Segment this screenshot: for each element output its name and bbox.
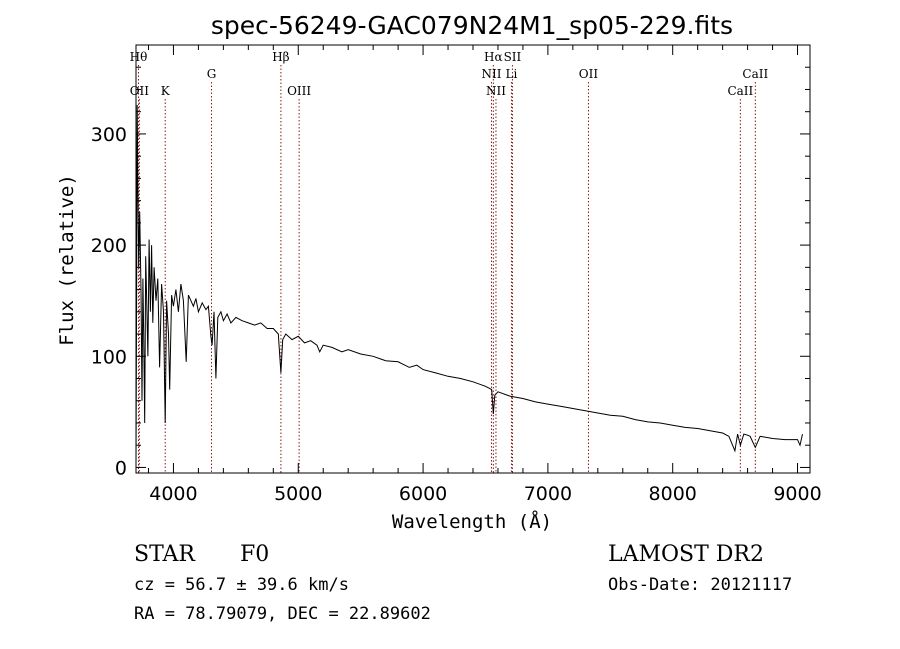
coordinates: RA = 78.79079, DEC = 22.89602 xyxy=(134,604,431,624)
y-tick-label: 0 xyxy=(115,457,127,479)
redshift-velocity: cz = 56.7 ± 39.6 km/s xyxy=(134,575,349,595)
spectral-line-label: G xyxy=(207,67,217,81)
spectral-line-label: NII xyxy=(481,67,501,81)
x-tick-label: 6000 xyxy=(399,483,447,505)
spectral-line-label: NII xyxy=(486,84,506,98)
spectrum-series xyxy=(135,104,803,462)
spectral-line-label: OII xyxy=(579,67,599,81)
spectral-line-label: Hα xyxy=(484,50,503,64)
y-tick-label: 300 xyxy=(91,124,127,146)
x-tick-label: 8000 xyxy=(649,483,697,505)
spectral-line-label: Hβ xyxy=(272,50,289,64)
y-tick-label: 200 xyxy=(91,235,127,257)
x-tick-label: 5000 xyxy=(274,483,322,505)
x-tick-label: 7000 xyxy=(524,483,572,505)
spectral-line-label: OII xyxy=(130,84,150,98)
survey-name: LAMOST DR2 xyxy=(608,542,764,567)
spectral-line-label: SII xyxy=(504,50,522,64)
y-axis-label: Flux (relative) xyxy=(56,174,78,346)
plot-frame xyxy=(135,44,811,474)
spectral-line-label: K xyxy=(161,84,171,98)
x-axis-label: Wavelength (Å) xyxy=(392,510,552,533)
spectral-line-label: OIII xyxy=(287,84,311,98)
subclass: F0 xyxy=(240,542,269,567)
object-class: STAR xyxy=(134,542,196,567)
y-tick-label: 100 xyxy=(91,346,127,368)
x-tick-label: 9000 xyxy=(773,483,821,505)
axis-ticks: 4000 5000 6000 7000 8000 9000 0 100 200 300 xyxy=(91,45,822,505)
spectral-line-label: Li xyxy=(506,67,518,81)
x-tick-label: 4000 xyxy=(149,483,197,505)
spectral-line-label: CaII xyxy=(727,84,753,98)
chart-title: spec-56249-GAC079N24M1_sp05-229.fits xyxy=(211,11,733,40)
spectral-line-label: CaII xyxy=(742,67,768,81)
spectral-line-label: Hθ xyxy=(130,50,148,64)
observation-date: Obs-Date: 20121117 xyxy=(608,575,792,595)
